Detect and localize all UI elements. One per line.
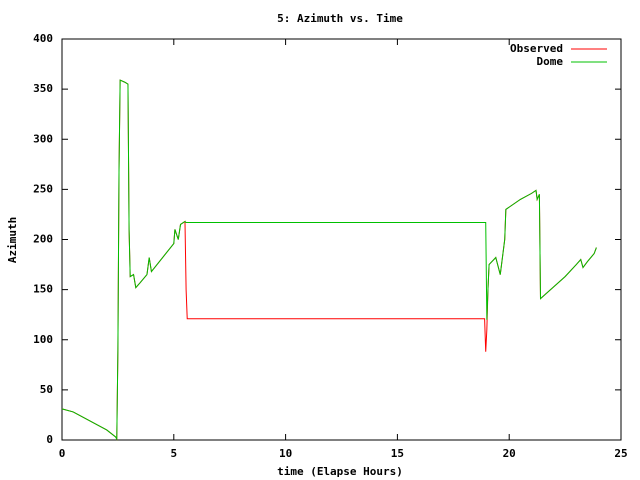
y-tick-label: 250 (33, 182, 53, 195)
y-tick-label: 350 (33, 82, 53, 95)
y-tick-label: 0 (46, 433, 53, 446)
y-tick-label: 150 (33, 283, 53, 296)
x-axis-label: time (Elapse Hours) (277, 465, 403, 478)
y-tick-label: 100 (33, 333, 53, 346)
y-tick-label: 200 (33, 233, 53, 246)
x-tick-label: 25 (614, 447, 627, 460)
x-tick-label: 15 (391, 447, 404, 460)
y-tick-label: 50 (40, 383, 53, 396)
chart-title: 5: Azimuth vs. Time (277, 12, 403, 25)
x-tick-label: 0 (59, 447, 66, 460)
x-tick-label: 10 (279, 447, 292, 460)
x-tick-label: 20 (503, 447, 516, 460)
y-axis-label: Azimuth (6, 217, 19, 263)
x-tick-label: 5 (170, 447, 177, 460)
legend-label: Observed (510, 42, 563, 55)
data-line (61, 79, 597, 441)
y-tick-label: 300 (33, 132, 53, 145)
legend-label: Dome (537, 55, 564, 68)
y-tick-label: 400 (33, 32, 53, 45)
